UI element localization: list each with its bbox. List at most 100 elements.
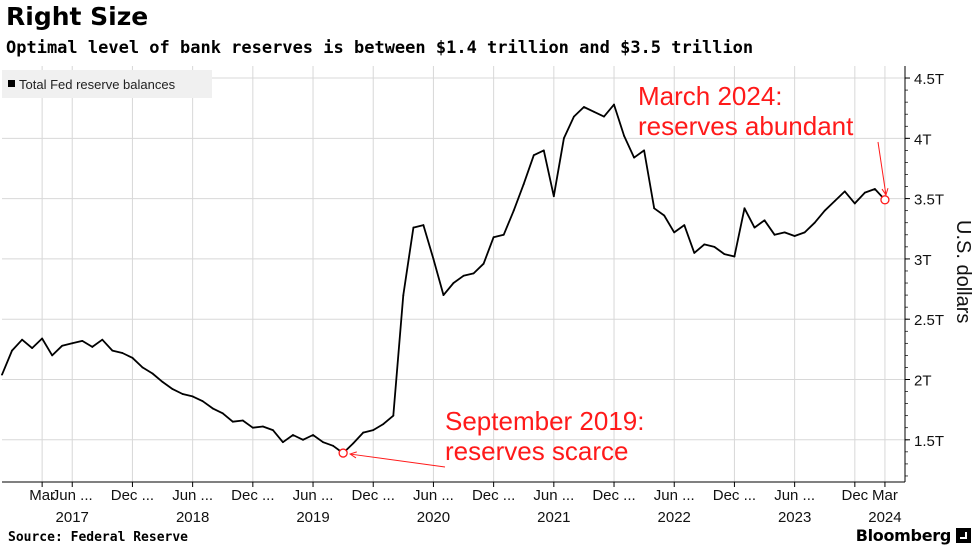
y-axis-labels: 4.5T 4T 3.5T 3T 2.5T 2T 1.5T — [914, 71, 944, 450]
data-point — [492, 236, 495, 239]
data-point — [753, 226, 756, 229]
data-point — [823, 209, 826, 212]
series-line — [1, 103, 886, 455]
axes — [2, 66, 910, 487]
annotation-text: September 2019: — [445, 406, 644, 436]
data-point — [61, 344, 64, 347]
annotation-text: March 2024: — [638, 81, 783, 111]
data-point — [201, 400, 204, 403]
data-point — [111, 349, 114, 352]
x-year-label: 2020 — [417, 509, 450, 526]
data-point — [653, 207, 656, 210]
annotation-marker — [880, 195, 890, 205]
data-point — [91, 346, 94, 348]
data-point — [231, 420, 234, 423]
data-point — [51, 354, 54, 357]
data-point — [874, 188, 876, 190]
data-point — [11, 349, 13, 352]
legend: Total Fed reserve balances — [2, 70, 212, 98]
data-point — [332, 444, 334, 447]
data-point — [31, 347, 33, 350]
data-point — [412, 226, 415, 229]
data-point — [261, 425, 264, 428]
x-tick-label: Dec ... — [713, 487, 756, 504]
data-point — [21, 338, 23, 341]
annotation-marker — [338, 448, 348, 458]
data-point — [221, 412, 224, 415]
x-year-label: 2024 — [868, 509, 901, 526]
data-point — [562, 137, 565, 140]
data-point — [793, 235, 796, 237]
data-point — [783, 231, 786, 234]
x-tick-label: Dec ... — [352, 487, 395, 504]
data-point — [1, 373, 3, 376]
data-point — [643, 149, 646, 152]
x-tick-label: Dec ... — [231, 487, 274, 504]
annotation-arrow — [877, 141, 887, 195]
y-tick-label: 4.5T — [914, 71, 944, 88]
data-point — [603, 115, 605, 118]
data-point — [141, 366, 144, 369]
x-tick-label: Jun ... — [533, 487, 574, 504]
data-point — [322, 441, 324, 444]
data-point — [241, 419, 244, 422]
data-point — [462, 274, 465, 277]
data-point — [482, 262, 485, 265]
data-point — [843, 190, 846, 193]
data-point — [382, 423, 385, 426]
x-tick-label: Dec — [841, 487, 868, 504]
x-year-label: 2017 — [56, 509, 89, 526]
y-axis-title: U.S. dollars — [952, 220, 974, 323]
data-point — [181, 393, 184, 395]
annotation-arrowhead — [348, 451, 357, 459]
data-point — [693, 251, 696, 254]
x-year-label: 2022 — [658, 509, 691, 526]
annotation-arrowhead — [881, 187, 889, 196]
data-point — [171, 388, 174, 391]
data-point — [292, 434, 294, 436]
legend-swatch — [8, 80, 15, 87]
x-tick-label: Jun ... — [293, 487, 334, 504]
data-point — [121, 352, 124, 354]
data-point — [151, 372, 154, 375]
data-point — [161, 381, 164, 383]
x-tick-label: Jun ... — [172, 487, 213, 504]
data-point — [743, 207, 746, 210]
data-point — [502, 233, 505, 236]
x-year-label: 2019 — [296, 509, 329, 526]
x-tick-label: Jun ... — [654, 487, 695, 504]
data-point — [542, 149, 545, 152]
data-point — [583, 106, 585, 108]
y-tick-label: 2T — [914, 373, 932, 390]
x-tick-label: Dec ... — [592, 487, 635, 504]
data-point — [833, 200, 836, 202]
data-point — [673, 231, 676, 234]
data-point — [272, 429, 274, 432]
x-axis-labels: Mar Jun ... Dec ... Jun ... Dec ... Jun ... De… — [29, 487, 901, 526]
chart-title: Right Size — [6, 2, 149, 31]
data-point — [663, 214, 666, 217]
data-point — [613, 103, 615, 106]
data-point — [302, 438, 304, 441]
bloomberg-terminal-icon — [956, 528, 971, 543]
x-tick-label: Mar — [872, 487, 898, 504]
legend-background — [2, 70, 212, 98]
data-point — [813, 221, 816, 224]
data-point — [312, 434, 314, 436]
y-tick-label: 4T — [914, 131, 932, 148]
data-point — [773, 233, 776, 236]
data-point — [131, 356, 134, 359]
x-year-label: 2023 — [778, 509, 811, 526]
data-point — [532, 154, 535, 157]
chart-subtitle: Optimal level of bank reserves is betwee… — [6, 38, 754, 58]
brand-label: Bloomberg — [855, 526, 952, 545]
data-point — [633, 156, 635, 159]
data-point — [392, 414, 395, 417]
series-layer — [1, 103, 886, 455]
data-point — [723, 253, 726, 255]
y-tick-label: 3T — [914, 252, 932, 269]
x-tick-label: Dec ... — [111, 487, 154, 504]
x-tick-label: Jun ... — [413, 487, 454, 504]
data-point — [863, 191, 866, 194]
